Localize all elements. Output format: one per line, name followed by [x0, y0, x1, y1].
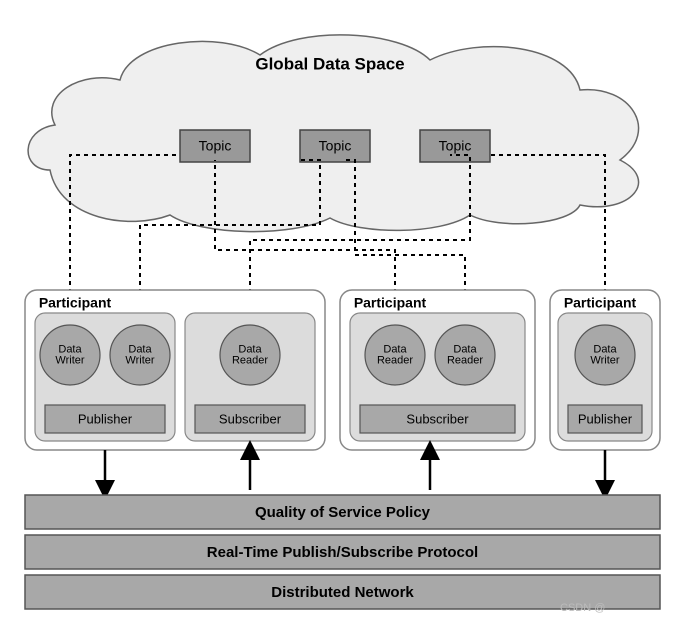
layer-label: Real-Time Publish/Subscribe Protocol: [207, 544, 478, 561]
topic-label: Topic: [319, 138, 352, 154]
group-type-label: Publisher: [578, 411, 633, 426]
layer-label: Distributed Network: [271, 584, 414, 601]
participant-label: Participant: [354, 295, 427, 311]
participant-label: Participant: [564, 295, 637, 311]
watermark: CSDN @: [560, 602, 605, 614]
group-type-label: Subscriber: [406, 411, 469, 426]
participant-label: Participant: [39, 295, 112, 311]
group-type-label: Publisher: [78, 411, 133, 426]
component-label: DataWriter: [590, 343, 619, 366]
group-type-label: Subscriber: [219, 411, 282, 426]
layer-label: Quality of Service Policy: [255, 504, 431, 521]
component-label: DataWriter: [125, 343, 154, 366]
cloud-title: Global Data Space: [255, 54, 404, 73]
component-label: DataWriter: [55, 343, 84, 366]
topic-label: Topic: [439, 138, 472, 154]
topic-label: Topic: [199, 138, 232, 154]
